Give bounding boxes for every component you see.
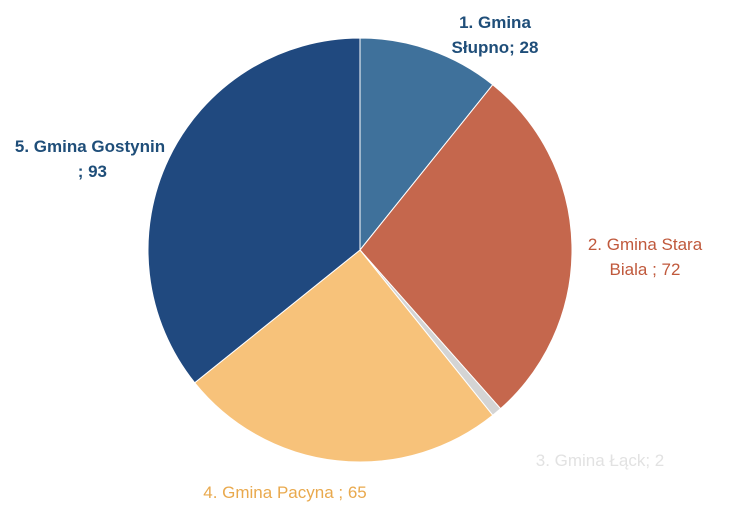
value-label: ; 65 — [333, 483, 367, 502]
pie-slice — [194, 249, 494, 463]
value-label: ; 28 — [509, 38, 539, 57]
category-label: 3. Gmina Łąck — [535, 451, 646, 470]
slice-label: 5. Gmina Gostynin ; 93 — [10, 134, 170, 184]
pie-slice — [359, 37, 494, 252]
category-label: 5. Gmina Gostynin — [14, 137, 166, 156]
value-label: ; 2 — [645, 451, 665, 470]
slice-label: 1. Gmina Słupno; 28 — [440, 10, 550, 60]
value-label: ; 93 — [72, 162, 108, 181]
category-label: 4. Gmina Pacyna — [203, 483, 334, 502]
slice-label: 4. Gmina Pacyna ; 65 — [200, 480, 370, 505]
slice-label: 3. Gmina Łąck; 2 — [480, 448, 720, 473]
pie-slice — [359, 84, 573, 410]
pie-slice — [147, 37, 361, 384]
value-label: ; 72 — [647, 260, 681, 279]
category-label: 1. Gmina Słupno — [451, 13, 531, 57]
category-label: 2. Gmina Stara Biala — [587, 235, 703, 279]
slice-label: 2. Gmina Stara Biala ; 72 — [570, 232, 720, 282]
